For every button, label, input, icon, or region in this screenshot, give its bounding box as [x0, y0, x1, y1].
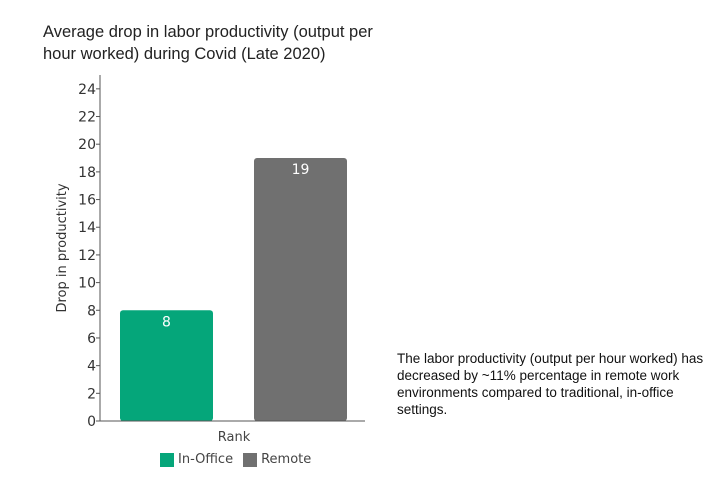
bars: 8 19: [120, 158, 347, 422]
y-tick-label-20: 20: [78, 137, 96, 153]
legend-item-in-office[interactable]: In-Office: [160, 452, 233, 467]
y-tick-label-16: 16: [78, 193, 96, 209]
y-tick-label-12: 12: [78, 248, 96, 264]
x-axis-label: Rank: [218, 430, 251, 445]
bar-value-label-remote: 19: [292, 162, 310, 178]
y-tick-label-0: 0: [87, 414, 96, 430]
y-tick-label-22: 22: [78, 110, 96, 126]
y-tick-label-18: 18: [78, 165, 96, 181]
annotation-note: The labor productivity (output per hour …: [397, 351, 704, 417]
legend-label-remote: Remote: [261, 452, 312, 467]
y-tick-label-10: 10: [78, 276, 96, 292]
legend: In-Office Remote: [160, 452, 311, 467]
legend-swatch-remote: [243, 452, 258, 467]
bar-remote[interactable]: [254, 158, 347, 422]
legend-swatch-in-office: [160, 452, 174, 467]
chart-title: Average drop in labor productivity (outp…: [43, 23, 373, 63]
legend-label-in-office: In-Office: [178, 452, 234, 467]
y-tick-label-6: 6: [87, 331, 96, 347]
y-axis-label: Drop in productivity: [55, 183, 70, 312]
y-tick-label-2: 2: [87, 386, 96, 402]
y-tick-label-4: 4: [87, 359, 96, 375]
y-tick-label-8: 8: [87, 303, 96, 319]
bar-value-label-in-office: 8: [162, 314, 171, 330]
y-tick-label-14: 14: [78, 220, 96, 236]
legend-item-remote[interactable]: Remote: [243, 452, 311, 467]
y-tick-label-24: 24: [78, 82, 96, 98]
bar-in-office[interactable]: [120, 310, 213, 421]
